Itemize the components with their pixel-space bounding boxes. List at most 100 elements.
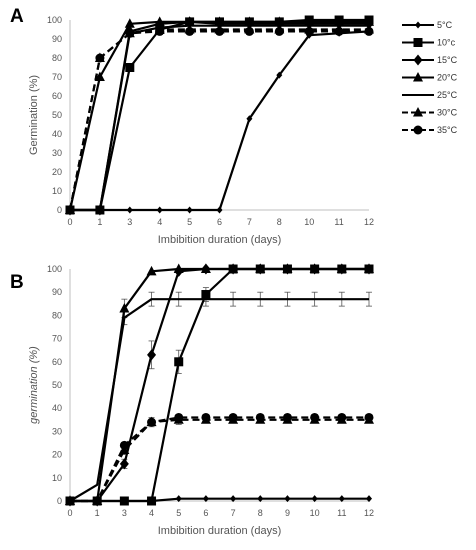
chart-b-series-5-line (69, 298, 369, 502)
chart-b-series-7-line (70, 416, 369, 503)
chart-b-series-7-point (228, 412, 238, 422)
legend-marker-1 (415, 21, 421, 29)
chart-b-y-tick-label: 100 (47, 264, 62, 274)
chart-b-y-tick-label: 70 (52, 334, 62, 344)
legend-label-4: 20°C (437, 73, 458, 83)
chart-a-series-2-point (125, 63, 135, 72)
chart-b-x-tick-label: 12 (364, 508, 374, 518)
chart-b-series-4-point (364, 263, 374, 273)
chart-a-y-tick-label: 10 (52, 186, 62, 196)
chart-b-series-2-point (119, 496, 129, 506)
chart-b-y-tick-label: 60 (52, 357, 62, 367)
chart-a-series-4-point (124, 18, 135, 28)
chart-b-series-7-point (174, 412, 184, 422)
chart-a-x-axis-title: Imbibition duration (days) (158, 234, 282, 246)
chart-a-y-tick-label: 50 (52, 110, 62, 120)
chart-b-x-tick-label: 10 (310, 508, 320, 518)
chart-a-x-tick-label: 5 (187, 217, 192, 227)
chart-b-series-4-point (146, 265, 157, 276)
chart-a-series-1-point (216, 206, 223, 214)
legend-marker-7 (413, 125, 423, 135)
legend-marker-4 (413, 72, 423, 82)
chart-b-series-7-point (282, 412, 292, 422)
chart-a-y-tick-label: 40 (52, 129, 62, 139)
chart-b-series-4-point (228, 263, 239, 273)
chart-b-x-tick-label: 3 (122, 508, 127, 518)
chart-a-y-tick-label: 100 (47, 15, 62, 25)
chart-a-series-4-point (334, 16, 345, 26)
chart-a-y-tick-label: 0 (57, 205, 62, 215)
chart-a-x-tick-label: 11 (334, 217, 343, 227)
chart-b-series-1-point (311, 495, 318, 503)
chart-b-x-tick-label: 6 (203, 508, 208, 518)
chart-a-series-7-point (364, 26, 374, 36)
chart-a-x-tick-label: 4 (157, 217, 162, 227)
chart-a-x-tick-label: 7 (247, 217, 252, 227)
chart-b-x-axis-title: Imbibition duration (days) (158, 525, 282, 537)
chart-a-series-7-point (274, 26, 284, 36)
chart-a-series-7-point (125, 28, 135, 38)
chart-b-y-tick-label: 90 (52, 287, 62, 297)
legend: 5°C 10°c 15°C 20°C 25°C 30°C 35°C (402, 20, 458, 135)
chart-b-series-6-line (70, 418, 369, 503)
chart-b-series-1-point (175, 495, 182, 503)
chart-a-series-5-line (70, 24, 369, 212)
chart-a-series-7-point (65, 205, 75, 215)
chart-a-x-tick-label: 0 (67, 217, 72, 227)
chart-b-series-1-point (366, 495, 372, 503)
chart-b-series-7-point (310, 412, 320, 422)
chart-b-series-3-point (147, 349, 157, 361)
chart-b-series-7-point (119, 440, 129, 450)
chart-a-y-tick-label: 20 (52, 167, 62, 177)
chart-a-series-4-point (364, 16, 374, 26)
chart-a-series-4-point (244, 16, 255, 26)
chart-b-series-1-point (284, 495, 291, 503)
chart-a-x-tick-label: 6 (217, 217, 222, 227)
chart-b-y-tick-label: 0 (57, 496, 62, 506)
chart-a-series-4-point (274, 16, 285, 26)
chart-b-series-1-point (257, 495, 264, 503)
chart-b-y-tick-label: 40 (52, 403, 62, 413)
chart-b-y-tick-label: 10 (52, 473, 62, 483)
chart-b-x-tick-label: 11 (337, 508, 346, 518)
chart-b-series-2-point (147, 496, 157, 506)
chart-b-x-tick-label: 4 (149, 508, 154, 518)
chart-a-series-1-point (246, 115, 253, 123)
chart-b-x-tick-label: 0 (67, 508, 72, 518)
chart-b-series-4-point (173, 263, 184, 273)
chart-b-series-4-point (282, 263, 293, 273)
chart-a-y-tick-label: 60 (52, 91, 62, 101)
chart-b-series-7-point (201, 412, 211, 422)
chart-a-y-axis-title: Germination (%) (28, 75, 40, 155)
chart-b-series-1-point (202, 495, 209, 503)
chart-b-series-4-point (200, 263, 211, 273)
legend-label-6: 30°C (437, 108, 458, 118)
chart-b: 0 10 20 30 40 50 60 70 80 90 100 0 1 3 4 5 6 7 8 9 10 11 12 Imb… (28, 263, 374, 537)
chart-b-series-4-point (255, 263, 266, 273)
chart-b-series-2-point (201, 290, 211, 300)
chart-b-series-7-point (92, 496, 102, 506)
chart-a-y-tick-label: 90 (52, 34, 62, 44)
chart-a-series-1-point (156, 206, 163, 214)
chart-b-series-7-point (255, 412, 265, 422)
chart-a: 0 10 20 30 40 50 60 70 80 90 100 0 1 3 4 5 6 7 8 10 11 12 Imbi… (28, 15, 374, 246)
panel-label-b: B (10, 272, 24, 293)
legend-marker-2 (413, 38, 423, 47)
chart-b-x-tick-label: 1 (95, 508, 100, 518)
chart-a-series-7-point (185, 26, 195, 36)
chart-a-x-tick-label: 1 (97, 217, 102, 227)
chart-b-series-7-point (337, 412, 347, 422)
chart-a-series-1-point (276, 71, 283, 79)
chart-a-x-tick-label: 12 (364, 217, 374, 227)
chart-a-series-7-point (304, 26, 314, 36)
legend-marker-3 (413, 54, 423, 66)
legend-label-5: 25°C (437, 90, 458, 100)
chart-b-series-4-point (119, 302, 130, 313)
panel-label-a: A (10, 6, 24, 27)
chart-a-series-7-point (95, 53, 105, 63)
chart-a-y-tick-label: 70 (52, 72, 62, 82)
chart-b-series-3-point (119, 458, 129, 470)
chart-b-y-tick-label: 50 (52, 380, 62, 390)
chart-a-series-7-point (244, 26, 254, 36)
